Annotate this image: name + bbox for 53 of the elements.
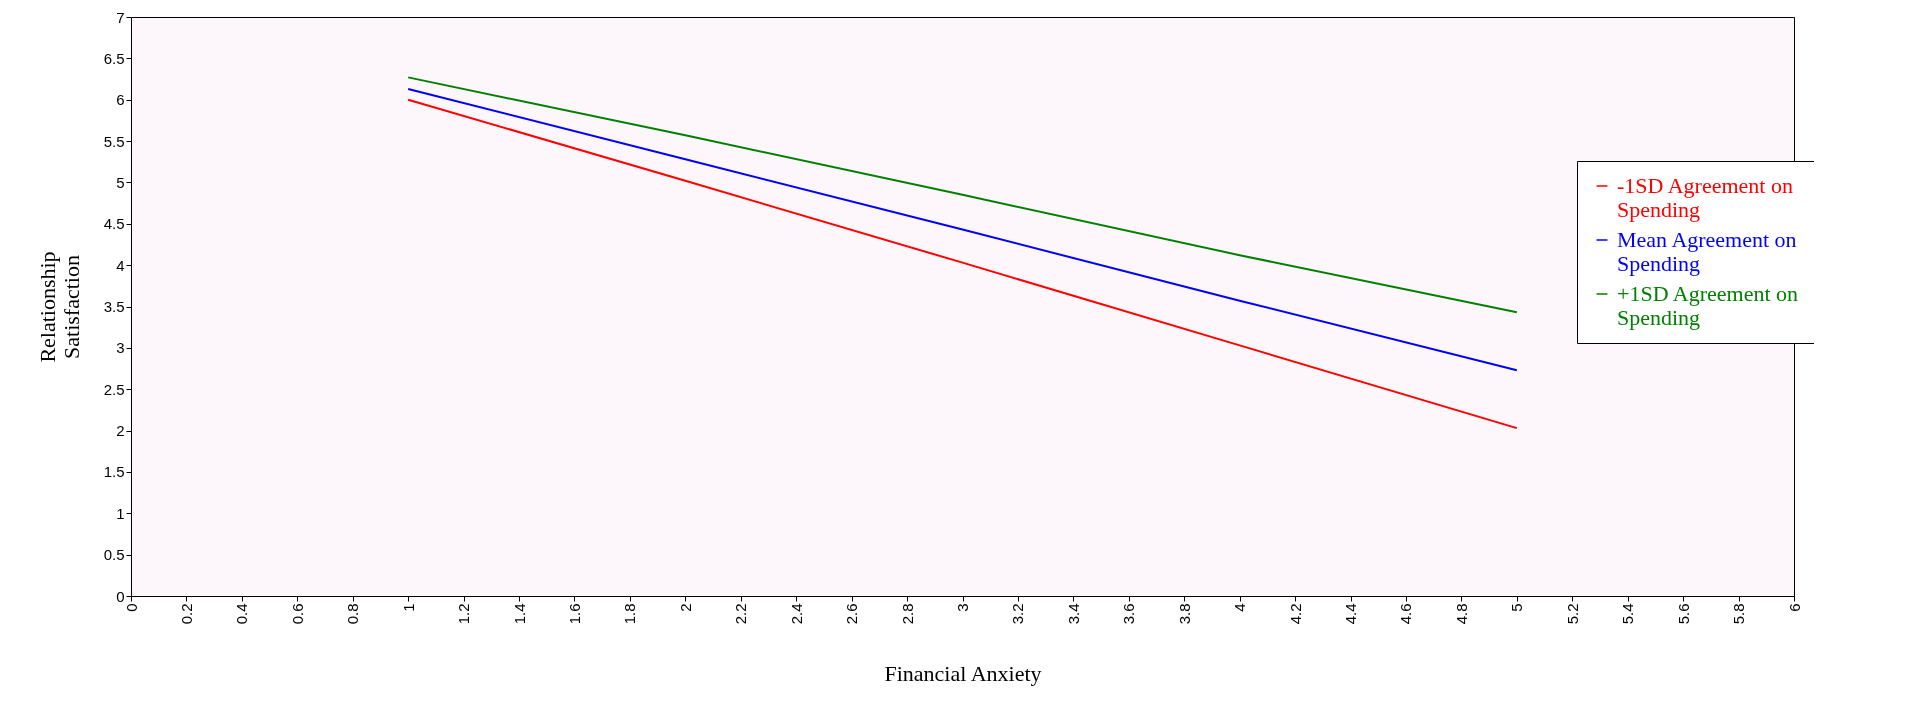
x-tick-label: 5.4	[1619, 603, 1637, 625]
x-tick-label: 2.8	[898, 603, 916, 625]
x-tick-label: 0	[122, 603, 140, 612]
y-tick-label: 2	[116, 422, 125, 440]
x-tick-label: 5.2	[1563, 603, 1581, 625]
x-tick-label: 5.6	[1674, 603, 1692, 625]
y-tick-label: 1	[116, 504, 125, 522]
x-tick-label: 0.2	[177, 603, 195, 625]
y-tick-label: 5	[116, 173, 125, 191]
x-tick-label: 5.8	[1730, 603, 1748, 625]
x-tick-label: 1.4	[510, 603, 528, 625]
y-tick-label: 2.5	[103, 380, 125, 398]
x-tick-label: 4.8	[1452, 603, 1470, 625]
x-tick-label: 1.2	[455, 603, 473, 625]
y-tick-label: 1.5	[103, 463, 125, 481]
x-tick-label: 5	[1508, 603, 1526, 612]
y-tick-label: 7	[116, 8, 125, 26]
x-tick-label: 6	[1785, 603, 1803, 612]
x-tick-label: 2.4	[787, 603, 805, 625]
y-tick-label: 3	[116, 339, 125, 357]
x-tick-label: 2.2	[732, 603, 750, 625]
y-tick-label: 5.5	[103, 132, 125, 150]
x-tick-label: 3.8	[1175, 603, 1193, 625]
x-tick-label: 3.6	[1120, 603, 1138, 625]
x-tick-label: 0.4	[233, 603, 251, 625]
line-series	[407, 98, 1518, 430]
x-tick-label: 0.8	[344, 603, 362, 625]
x-axis-title: Financial Anxiety	[884, 661, 1042, 687]
x-tick-label: 1	[399, 603, 417, 612]
x-tick-label: 3	[954, 603, 971, 612]
x-tick-label: 3.2	[1009, 603, 1027, 625]
x-tick-label: 4	[1231, 603, 1249, 612]
x-tick-label: 4.2	[1286, 603, 1304, 625]
legend-label: -1SD Agreement on Spending	[1617, 173, 1793, 222]
y-axis-title: Relationship Satisfaction	[34, 251, 84, 363]
y-tick-label: 4	[116, 256, 125, 274]
y-tick-label: 6	[116, 91, 125, 109]
line-series	[407, 76, 1518, 314]
x-tick-label: 1.8	[621, 603, 639, 625]
y-tick-label: 3.5	[103, 298, 125, 315]
x-tick-label: 2.6	[843, 603, 861, 625]
line-series	[407, 87, 1518, 372]
y-tick-label: 0.5	[103, 546, 125, 564]
x-tick-label: 4.4	[1342, 603, 1360, 625]
x-tick-label: 0.6	[288, 603, 306, 625]
legend-label: +1SD Agreement on Spending	[1617, 281, 1799, 330]
y-tick-label: 6.5	[103, 49, 125, 67]
y-tick-label: 4.5	[103, 215, 125, 233]
x-tick-label: 4.6	[1397, 603, 1415, 625]
x-tick-label: 2	[676, 603, 694, 612]
x-tick-label: 3.4	[1064, 603, 1082, 625]
legend-label: Mean Agreement on Spending	[1617, 227, 1797, 276]
x-tick-label: 1.6	[565, 603, 583, 625]
